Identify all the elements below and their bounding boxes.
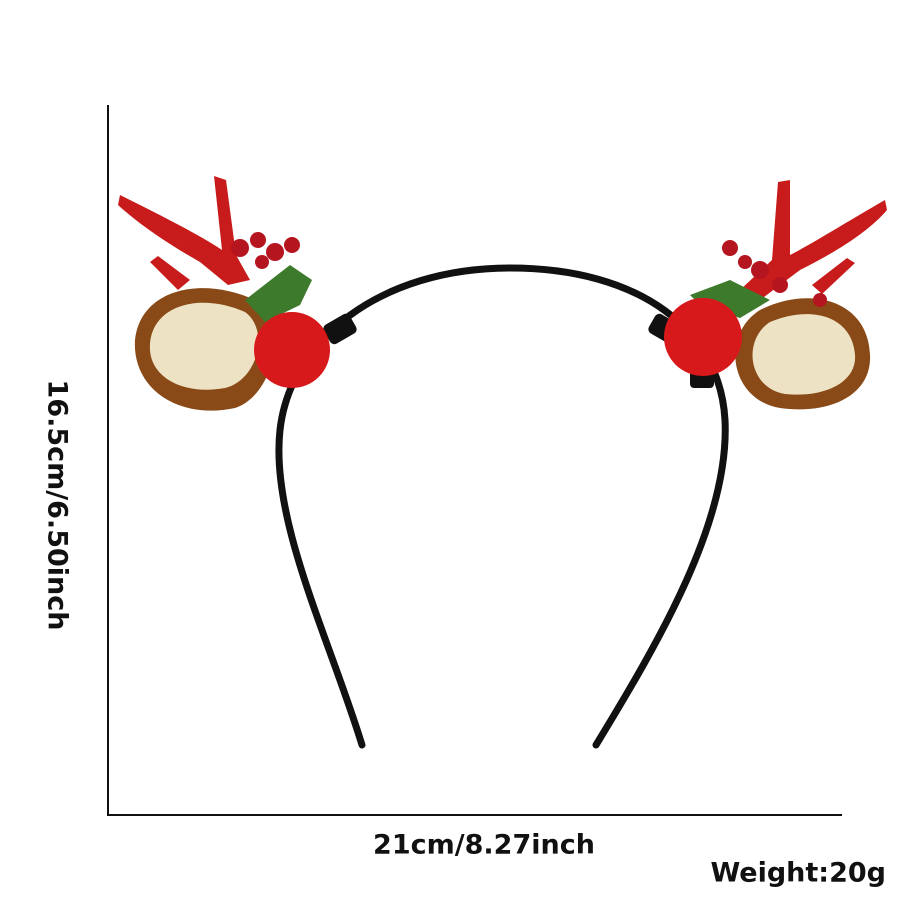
right-berries (690, 240, 827, 318)
left-ear (134, 288, 275, 411)
binding-wraps (323, 313, 714, 388)
height-measure-line (107, 105, 109, 816)
right-pompom (664, 298, 742, 376)
height-label: 16.5cm/6.50inch (41, 379, 73, 631)
right-ear (735, 298, 871, 410)
right-antler (740, 180, 887, 300)
weight-label: Weight:20g (710, 857, 886, 889)
width-label: 21cm/8.27inch (373, 829, 595, 861)
left-berries (231, 232, 312, 322)
headband-band (275, 264, 729, 749)
left-antler (118, 176, 250, 290)
width-measure-line (107, 814, 842, 816)
left-pompom (254, 312, 330, 388)
